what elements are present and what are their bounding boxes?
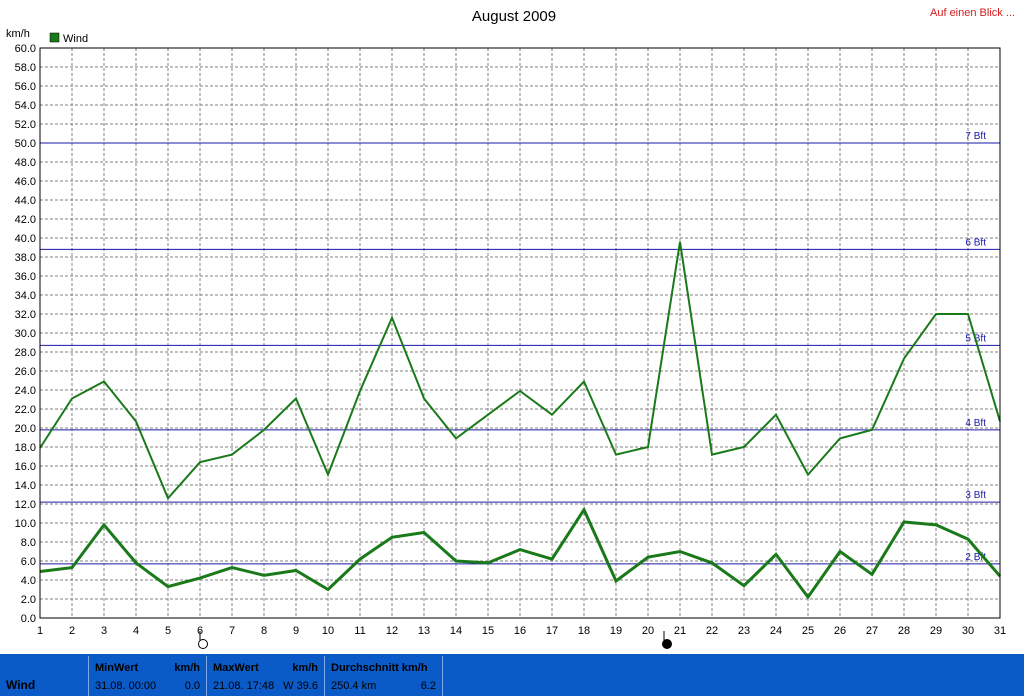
y-tick-labels: 0.0 2.0 4.0 6.0 8.0 10.0 12.0 14.0 16.0 18.0 20.0 2… xyxy=(15,43,36,625)
x-tick-label: 3 xyxy=(101,625,107,637)
x-tick-label: 12 xyxy=(386,625,398,637)
x-tick-label: 26 xyxy=(834,625,846,637)
y-tick-label: 20.0 xyxy=(15,423,36,435)
y-tick-label: 54.0 xyxy=(15,100,36,112)
x-tick-label: 19 xyxy=(610,625,622,637)
y-tick-label: 24.0 xyxy=(15,385,36,397)
y-tick-label: 58.0 xyxy=(15,62,36,74)
y-tick-label: 10.0 xyxy=(15,518,36,530)
avg-value: 6.2 xyxy=(420,680,436,692)
y-tick-label: 46.0 xyxy=(15,176,36,188)
x-tick-label: 1 xyxy=(37,625,43,637)
y-tick-label: 48.0 xyxy=(15,157,36,169)
y-tick-label: 12.0 xyxy=(15,499,36,511)
x-tick-label: 16 xyxy=(514,625,526,637)
y-tick-label: 42.0 xyxy=(15,214,36,226)
x-tick-label: 17 xyxy=(546,625,558,637)
max-value-box: MaxWert km/h 21.08. 17:48 W 39.6 xyxy=(206,656,324,696)
beaufort-label: 7 Bft xyxy=(965,131,986,142)
x-tick-label: 7 xyxy=(229,625,235,637)
y-tick-label: 50.0 xyxy=(15,138,36,150)
x-tick-labels: 1234567891011121314151617181920212223242… xyxy=(37,625,1006,637)
x-tick-label: 27 xyxy=(866,625,878,637)
x-tick-label: 2 xyxy=(69,625,75,637)
moon-phases xyxy=(198,631,672,649)
beaufort-label: 4 Bft xyxy=(965,418,986,429)
full-moon-icon xyxy=(198,639,208,649)
y-tick-label: 0.0 xyxy=(21,613,36,625)
min-time: 31.08. 00:00 xyxy=(95,680,157,692)
y-tick-label: 52.0 xyxy=(15,119,36,131)
legend-swatch-wind xyxy=(49,32,60,43)
y-tick-label: 56.0 xyxy=(15,81,36,93)
wind-chart: August 2009 Auf einen Blick ... km/h Win… xyxy=(6,7,1015,649)
beaufort-label: 6 Bft xyxy=(965,237,986,248)
x-tick-label: 20 xyxy=(642,625,654,637)
y-tick-label: 38.0 xyxy=(15,252,36,264)
avg-value-box: Durchschnitt km/h 250.4 km 6.2 xyxy=(324,656,443,696)
avg-title: Durchschnitt km/h xyxy=(331,662,428,674)
max-unit: km/h xyxy=(292,662,318,674)
y-tick-label: 8.0 xyxy=(21,537,36,549)
y-tick-label: 40.0 xyxy=(15,233,36,245)
stats-bar: Wind MinWert km/h 31.08. 00:00 0.0 MaxWe… xyxy=(0,654,1024,696)
x-tick-label: 31 xyxy=(994,625,1006,637)
legend-label-wind: Wind xyxy=(63,33,88,45)
plot-frame xyxy=(39,47,1001,619)
y-tick-label: 28.0 xyxy=(15,347,36,359)
x-tick-label: 25 xyxy=(802,625,814,637)
y-tick-label: 60.0 xyxy=(15,43,36,55)
y-tick-label: 18.0 xyxy=(15,442,36,454)
max-title: MaxWert xyxy=(213,662,259,674)
min-title: MinWert xyxy=(95,662,139,674)
y-tick-label: 6.0 xyxy=(21,556,36,568)
max-value: W 39.6 xyxy=(283,680,318,692)
x-tick-label: 11 xyxy=(354,625,365,637)
x-tick-label: 5 xyxy=(165,625,171,637)
chart-title: August 2009 xyxy=(472,8,556,25)
x-tick-label: 10 xyxy=(322,625,334,637)
y-tick-label: 26.0 xyxy=(15,366,36,378)
x-tick-label: 24 xyxy=(770,625,782,637)
x-tick-label: 28 xyxy=(898,625,910,637)
y-tick-label: 32.0 xyxy=(15,309,36,321)
beaufort-label: 3 Bft xyxy=(965,490,986,501)
x-tick-label: 14 xyxy=(450,625,462,637)
y-axis-unit: km/h xyxy=(6,28,30,40)
x-tick-label: 29 xyxy=(930,625,942,637)
x-tick-label: 23 xyxy=(738,625,750,637)
y-tick-label: 2.0 xyxy=(21,594,36,606)
new-moon-icon xyxy=(662,639,672,649)
series-lines xyxy=(39,241,1002,600)
x-tick-label: 21 xyxy=(674,625,686,637)
y-tick-label: 36.0 xyxy=(15,271,36,283)
y-tick-label: 34.0 xyxy=(15,290,36,302)
y-tick-label: 4.0 xyxy=(21,575,36,587)
x-tick-label: 4 xyxy=(133,625,139,637)
max-time: 21.08. 17:48 xyxy=(213,680,275,692)
x-tick-label: 13 xyxy=(418,625,430,637)
y-tick-label: 30.0 xyxy=(15,328,36,340)
x-tick-label: 22 xyxy=(706,625,718,637)
x-tick-label: 9 xyxy=(293,625,299,637)
stats-label: Wind xyxy=(6,678,36,692)
y-tick-label: 22.0 xyxy=(15,404,36,416)
x-tick-label: 18 xyxy=(578,625,590,637)
x-tick-label: 30 xyxy=(962,625,974,637)
beaufort-label: 2 Bft xyxy=(965,552,986,563)
y-tick-label: 14.0 xyxy=(15,480,36,492)
grid-lines xyxy=(40,48,1000,618)
y-tick-label: 16.0 xyxy=(15,461,36,473)
overview-link[interactable]: Auf einen Blick ... xyxy=(930,7,1015,19)
min-value-box: MinWert km/h 31.08. 00:00 0.0 xyxy=(88,656,206,696)
x-tick-label: 8 xyxy=(261,625,267,637)
min-value: 0.0 xyxy=(184,680,200,692)
x-tick-label: 15 xyxy=(482,625,494,637)
min-unit: km/h xyxy=(174,662,200,674)
y-tick-label: 44.0 xyxy=(15,195,36,207)
avg-distance: 250.4 km xyxy=(331,680,377,692)
